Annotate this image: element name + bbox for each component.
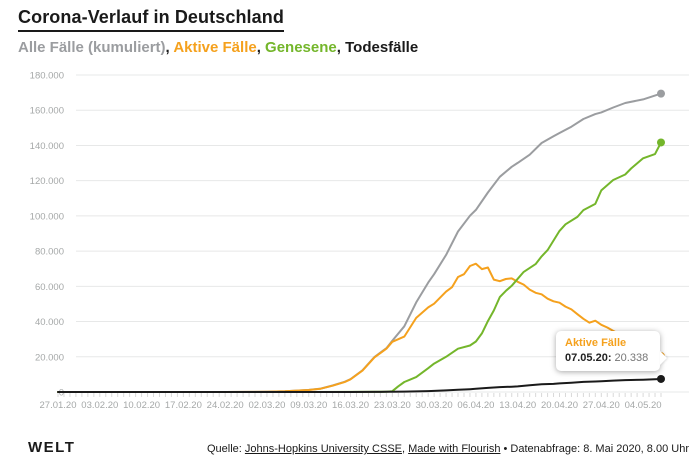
legend-separator: ,: [256, 39, 266, 56]
tooltip-series-label: Aktive Fälle: [565, 337, 627, 349]
series-end-dot[interactable]: [657, 138, 665, 147]
source-line: Quelle: Johns-Hopkins University CSSE, M…: [207, 443, 689, 455]
tooltip-date: 07.05.20:: [565, 352, 612, 364]
series-line[interactable]: [57, 262, 662, 393]
x-axis-tick-label: 24.02.20: [207, 400, 244, 411]
welt-logo: WELT: [28, 439, 76, 456]
x-axis-tick-label: 20.04.20: [541, 400, 578, 411]
legend-item: Aktive Fälle: [173, 39, 257, 56]
page-title: Corona-Verlauf in Deutschland: [18, 7, 284, 32]
y-axis-tick-label: 100.000: [30, 211, 64, 222]
y-axis-tick-label: 180.000: [30, 71, 64, 82]
x-axis-tick-label: 23.03.20: [374, 400, 411, 411]
series-line[interactable]: [57, 141, 662, 393]
legend-item: Genesene: [265, 39, 337, 56]
legend-separator: ,: [165, 39, 174, 56]
x-axis-tick-label: 03.02.20: [81, 400, 118, 411]
tooltip-pointer-arrow: [660, 351, 667, 365]
x-axis-tick-label: 02.03.20: [248, 400, 285, 411]
chart-footer: WELT Quelle: Johns-Hopkins University CS…: [0, 439, 694, 456]
chart-header: Corona-Verlauf in Deutschland Alle Fälle…: [18, 7, 418, 56]
y-axis-tick-label: 120.000: [30, 176, 64, 187]
source-suffix: • Datenabfrage: 8. Mai 2020, 8.00 Uhr: [500, 443, 689, 455]
chart-legend: Alle Fälle (kumuliert), Aktive Fälle, Ge…: [18, 39, 418, 56]
chart-tooltip: Aktive Fälle 07.05.20: 20.338: [556, 331, 667, 371]
x-axis-tick-label: 30.03.20: [416, 400, 453, 411]
source-separator: ,: [402, 443, 409, 455]
x-axis-tick-label: 09.03.20: [290, 400, 327, 411]
legend-item: Todesfälle: [345, 39, 419, 56]
x-axis-tick-label: 06.04.20: [457, 400, 494, 411]
x-axis-tick-label: 27.04.20: [583, 400, 620, 411]
series-end-dot[interactable]: [657, 374, 665, 383]
y-axis-tick-label: 20.000: [35, 352, 64, 363]
x-axis-tick-label: 04.05.20: [625, 400, 662, 411]
y-axis-tick-label: 80.000: [35, 247, 64, 258]
legend-separator: ,: [336, 39, 346, 56]
y-axis-tick-label: 160.000: [30, 106, 64, 117]
series-end-dot[interactable]: [657, 89, 665, 98]
legend-item: Alle Fälle (kumuliert): [18, 39, 166, 56]
source-link-jhu[interactable]: Johns-Hopkins University CSSE: [244, 443, 403, 455]
x-axis-tick-label: 17.02.20: [165, 400, 202, 411]
source-prefix: Quelle:: [206, 443, 245, 455]
tooltip-value: 20.338: [614, 352, 649, 364]
tooltip-value-line: 07.05.20: 20.338: [565, 352, 651, 364]
y-axis-tick-label: 40.000: [35, 317, 64, 328]
x-axis-tick-label: 27.01.20: [40, 400, 77, 411]
x-axis-tick-label: 10.02.20: [123, 400, 160, 411]
y-axis-tick-label: 60.000: [35, 282, 64, 293]
source-link-flourish[interactable]: Made with Flourish: [408, 443, 501, 455]
x-axis-tick-label: 13.04.20: [499, 400, 536, 411]
x-axis-tick-label: 16.03.20: [332, 400, 369, 411]
y-axis-tick-label: 140.000: [30, 141, 64, 152]
chart-canvas[interactable]: 020.00040.00060.00080.000100.000120.0001…: [0, 58, 694, 418]
series-line[interactable]: [57, 378, 662, 393]
